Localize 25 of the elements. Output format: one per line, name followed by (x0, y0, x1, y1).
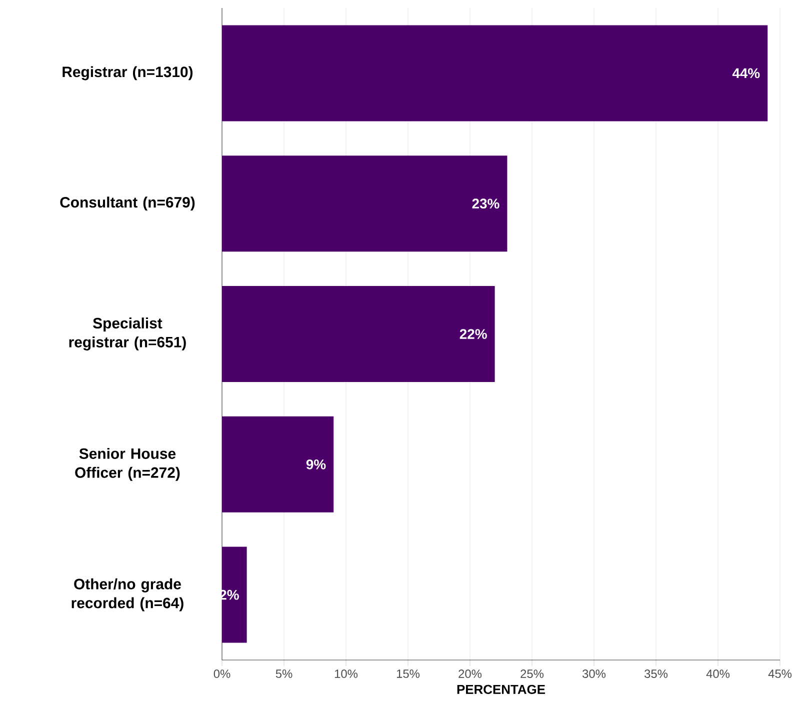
bar (222, 156, 508, 252)
y-tick-label: Other/no grade recorded (n=64) (72, 578, 184, 612)
x-tick-label: 35% (644, 670, 668, 678)
x-tick-label: 20% (458, 670, 482, 678)
bar (222, 25, 768, 122)
bar (222, 286, 495, 382)
x-tick-label: 15% (396, 670, 420, 678)
y-tick-label: Registrar (n=1310) (62, 66, 193, 80)
x-tick-label: 30% (582, 670, 606, 678)
x-tick-label: 40% (706, 670, 730, 678)
bar (222, 416, 334, 512)
y-tick-label: Specialist registrar (n=651) (69, 318, 186, 350)
data-label: 22% (460, 329, 487, 339)
x-tick-label: 5% (276, 670, 292, 678)
x-tick-label: 45% (768, 670, 792, 678)
y-tick-label: Senior House Officer (n=272) (75, 448, 180, 481)
data-label: 9% (306, 459, 326, 470)
data-label: 44% (732, 68, 760, 78)
x-tick-label: 25% (520, 670, 544, 678)
bar (222, 546, 247, 643)
x-axis-title: PERCENTAGE (457, 684, 545, 694)
y-tick-label: Consultant (n=679) (60, 196, 195, 211)
x-tick-label: 10% (334, 670, 358, 678)
data-label: 23% (472, 198, 500, 209)
x-tick-label: 0% (214, 670, 230, 678)
